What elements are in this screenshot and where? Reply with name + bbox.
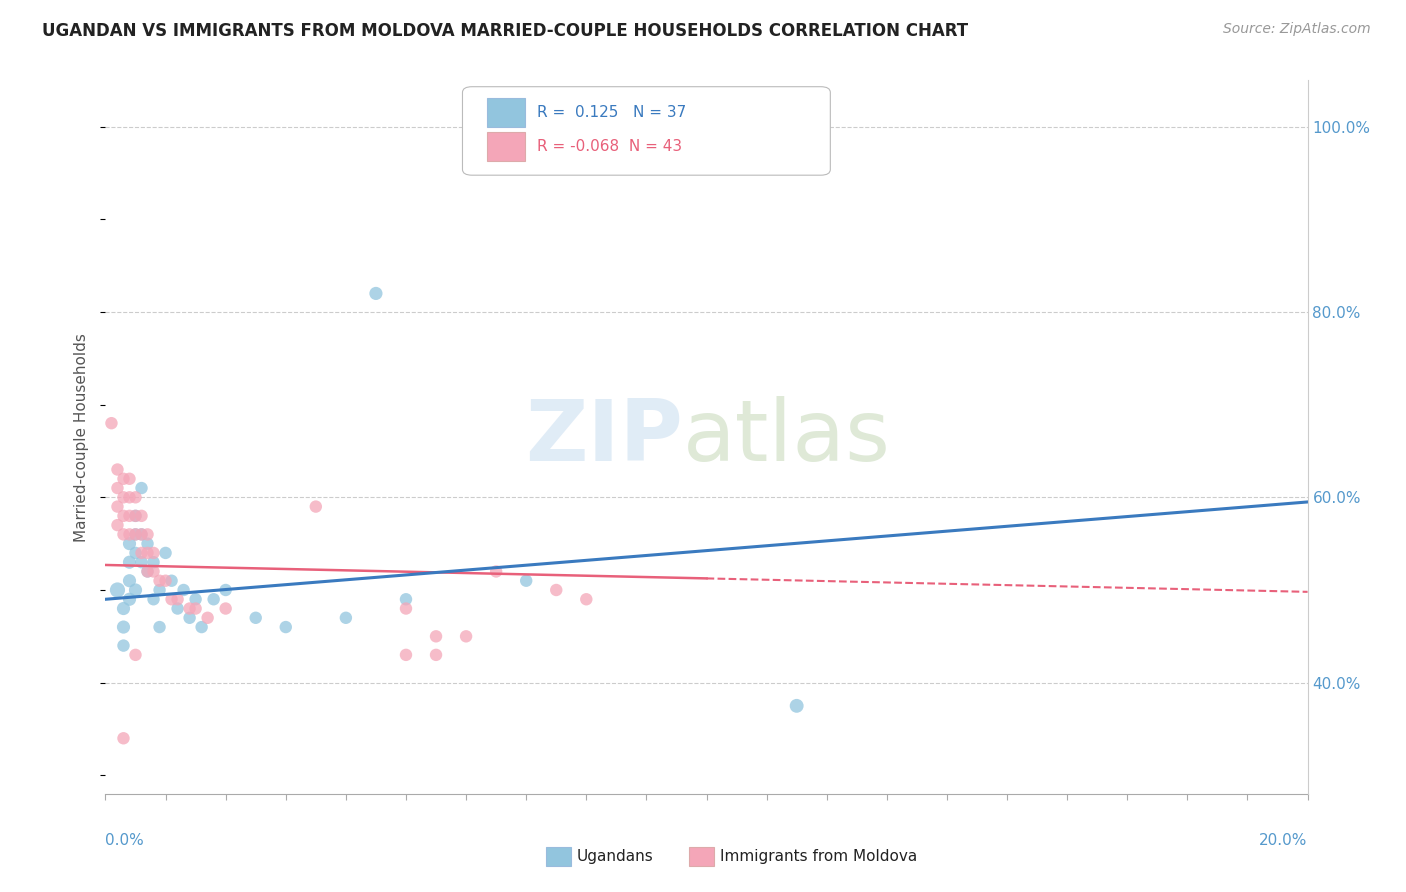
Point (107, 481, 129, 495)
Point (335, 611, 357, 625)
Point (214, 601, 236, 615)
Text: Immigrants from Moldova: Immigrants from Moldova (720, 849, 917, 863)
Point (173, 582, 195, 597)
Point (197, 611, 219, 625)
Point (131, 508, 153, 523)
Point (136, 565, 159, 579)
Point (184, 592, 207, 607)
Point (131, 555, 153, 569)
Bar (486, 132, 524, 161)
Point (107, 582, 129, 597)
Point (160, 592, 183, 607)
Point (142, 555, 165, 569)
Point (786, 698, 808, 713)
Point (136, 565, 159, 579)
Point (425, 629, 447, 643)
Bar (486, 98, 524, 127)
Text: Ugandans: Ugandans (576, 849, 654, 863)
Point (124, 546, 146, 560)
Point (118, 574, 141, 588)
Point (202, 592, 225, 607)
Point (100, 416, 122, 430)
Point (124, 582, 146, 597)
Text: ZIP: ZIP (524, 395, 682, 479)
Point (454, 629, 477, 643)
Y-axis label: Married-couple Households: Married-couple Households (75, 333, 90, 541)
Point (395, 601, 418, 615)
Point (124, 508, 146, 523)
Point (107, 518, 129, 533)
Text: R =  0.125   N = 37: R = 0.125 N = 37 (537, 105, 686, 120)
Point (142, 592, 165, 607)
Point (107, 500, 129, 514)
Point (118, 491, 141, 505)
Point (166, 601, 188, 615)
Point (148, 574, 170, 588)
Text: 0.0%: 0.0% (105, 833, 145, 848)
Point (124, 508, 146, 523)
Text: R = -0.068  N = 43: R = -0.068 N = 43 (537, 139, 682, 154)
Point (131, 527, 153, 541)
Point (179, 601, 201, 615)
Point (214, 582, 236, 597)
Point (142, 546, 165, 560)
Point (118, 536, 141, 550)
Point (118, 508, 141, 523)
Point (112, 620, 135, 634)
Point (112, 601, 135, 615)
Point (118, 555, 141, 569)
Point (395, 648, 418, 662)
Point (575, 592, 598, 607)
Text: 20.0%: 20.0% (1260, 833, 1308, 848)
Point (112, 472, 135, 486)
Point (190, 620, 212, 634)
Point (184, 601, 207, 615)
Point (364, 286, 387, 301)
Point (131, 481, 153, 495)
Point (136, 527, 159, 541)
Point (148, 582, 170, 597)
Text: UGANDAN VS IMMIGRANTS FROM MOLDOVA MARRIED-COUPLE HOUSEHOLDS CORRELATION CHART: UGANDAN VS IMMIGRANTS FROM MOLDOVA MARRI… (42, 22, 969, 40)
Point (155, 546, 177, 560)
Text: Source: ZipAtlas.com: Source: ZipAtlas.com (1223, 22, 1371, 37)
Point (148, 620, 170, 634)
Point (124, 491, 146, 505)
Point (515, 574, 537, 588)
Point (131, 527, 153, 541)
Point (485, 565, 508, 579)
Point (118, 527, 141, 541)
Point (274, 620, 297, 634)
Point (305, 500, 328, 514)
Point (112, 731, 135, 746)
Text: atlas: atlas (682, 395, 890, 479)
FancyBboxPatch shape (463, 87, 831, 175)
Point (142, 565, 165, 579)
Point (112, 508, 135, 523)
Point (136, 546, 159, 560)
Point (166, 592, 188, 607)
Point (131, 546, 153, 560)
Point (395, 592, 418, 607)
Point (118, 472, 141, 486)
Point (425, 648, 447, 662)
Point (118, 592, 141, 607)
Point (546, 582, 568, 597)
Point (124, 527, 146, 541)
Point (112, 527, 135, 541)
Point (160, 574, 183, 588)
Point (124, 527, 146, 541)
Point (107, 462, 129, 476)
Point (112, 491, 135, 505)
Point (155, 574, 177, 588)
Point (136, 536, 159, 550)
Point (112, 639, 135, 653)
Point (124, 648, 146, 662)
Point (245, 611, 267, 625)
Point (179, 611, 201, 625)
